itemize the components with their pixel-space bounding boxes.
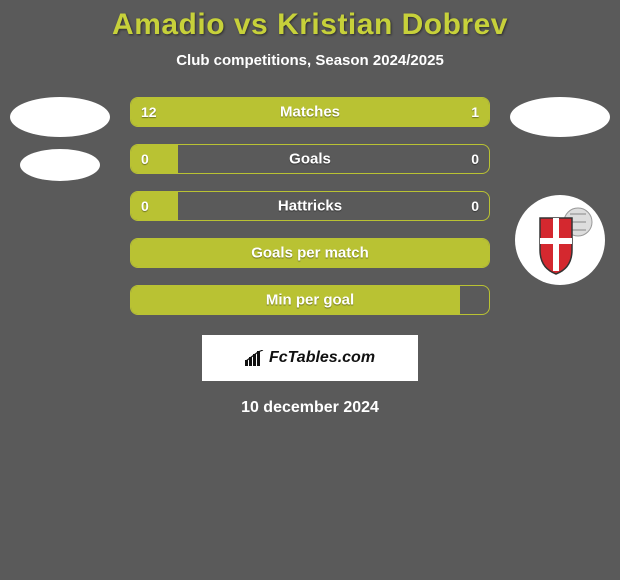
stat-row: Hattricks 0 0 (130, 191, 490, 221)
player-right-avatar (510, 97, 610, 137)
stat-right-value: 0 (471, 198, 479, 214)
stat-row: Min per goal (130, 285, 490, 315)
stat-left-fill (131, 145, 178, 173)
player-left-avatar (10, 97, 110, 137)
stat-left-value: 0 (141, 198, 149, 214)
stat-right-value: 1 (471, 104, 479, 120)
stat-row: Matches 12 1 (130, 97, 490, 127)
right-player-col (500, 97, 620, 285)
stat-label: Goals per match (251, 245, 369, 262)
stat-left-value: 12 (141, 104, 157, 120)
date-line: 10 december 2024 (0, 399, 620, 417)
stat-left-fill (131, 192, 178, 220)
player-right-club-badge (515, 195, 605, 285)
brand-label: FcTables.com (269, 349, 375, 367)
comparison-area: Matches 12 1 Goals 0 0 Hattricks 0 0 Goals per ma… (0, 97, 620, 315)
stat-row: Goals per match (130, 238, 490, 268)
chart-bars-icon (245, 350, 265, 366)
stat-label: Hattricks (278, 198, 342, 215)
brand-box: FcTables.com (202, 335, 418, 381)
stat-left-value: 0 (141, 151, 149, 167)
stat-left-fill (131, 98, 417, 126)
stat-right-value: 0 (471, 151, 479, 167)
page-subtitle: Club competitions, Season 2024/2025 (0, 52, 620, 69)
stat-row: Goals 0 0 (130, 144, 490, 174)
stat-label: Matches (280, 104, 340, 121)
stat-gap (178, 145, 489, 173)
stats-column: Matches 12 1 Goals 0 0 Hattricks 0 0 Goals per ma… (120, 97, 500, 315)
left-player-col (0, 97, 120, 193)
brand-logo: FcTables.com (245, 349, 375, 367)
player-left-club-placeholder (20, 149, 100, 181)
stat-gap (460, 286, 489, 314)
club-badge-icon (520, 200, 600, 280)
stat-label: Goals (289, 151, 331, 168)
page-title: Amadio vs Kristian Dobrev (0, 8, 620, 42)
stat-label: Min per goal (266, 292, 354, 309)
